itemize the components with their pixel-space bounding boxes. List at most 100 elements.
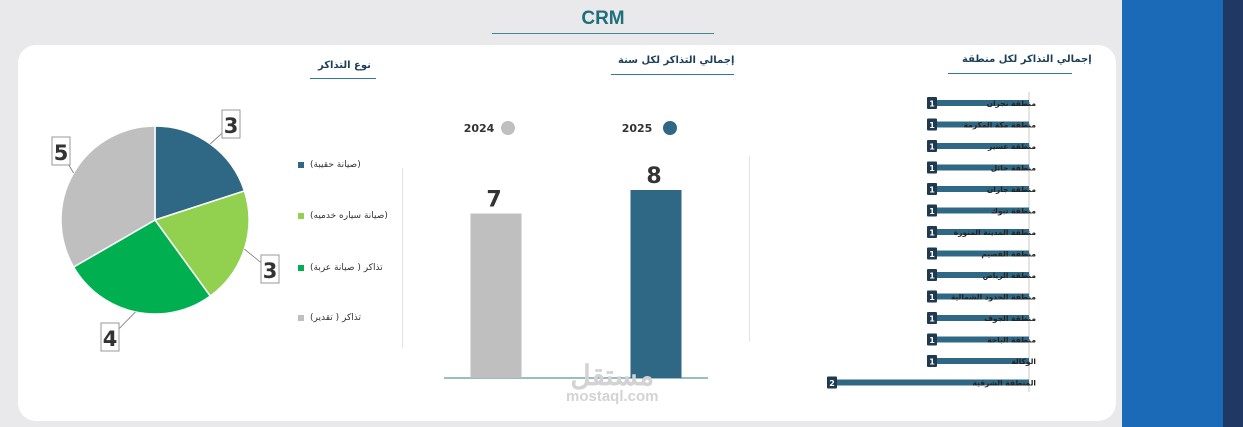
pie-data-label: 4 (103, 327, 118, 351)
divider-left (402, 168, 403, 348)
region-bar-chart: 1 منطقة نجران 1 منطقة مكة المكرمة 1 منطقة عسي… (827, 92, 1036, 392)
region-tick-label: منطقة عسير (987, 142, 1036, 151)
region-bar (929, 164, 1029, 171)
region-value-box (927, 269, 937, 281)
region-tick-label: منطقة نجران (987, 99, 1037, 108)
region-bar (929, 336, 1029, 343)
region-tick-label: المنطقة الشرقية (972, 379, 1036, 388)
pie-slice (153, 190, 250, 298)
region-tick-label: منطقة الرياض (983, 271, 1037, 280)
legend-item: تذاكر ( تقدير) (298, 313, 361, 323)
region-tick-label: منطقة الجوف (984, 314, 1036, 323)
year-bar (630, 190, 682, 378)
year-legend-label: 2024 (464, 122, 495, 135)
legend-label: تذاكر ( تقدير) (310, 313, 361, 323)
watermark-logo: مستقل mostaql.com (566, 360, 659, 406)
legend-swatch (298, 315, 304, 321)
pie-label-box (260, 254, 280, 284)
watermark-ar: مستقل (570, 360, 655, 391)
region-bar (929, 100, 1029, 106)
year-title-underline (611, 74, 734, 75)
pie-data-label: 3 (263, 259, 278, 283)
legend-swatch (298, 265, 304, 271)
pie-label-box (221, 109, 241, 139)
pie-chart-title: نوع التذاكر (318, 60, 371, 71)
legend-item: (صيانة حقيبة) (298, 160, 361, 170)
year-data-label: 8 (646, 164, 661, 189)
region-data-label: 1 (929, 293, 935, 302)
region-bar (929, 250, 1029, 257)
region-data-label: 1 (929, 121, 935, 130)
pie-title-underline (310, 78, 376, 79)
region-tick-label: منطقة الباحة (987, 336, 1036, 345)
region-value-box (927, 97, 937, 109)
legend-label: تذاكر ( صيانة عربة) (310, 263, 383, 273)
region-value-box (827, 376, 837, 389)
right-blue-panel (1122, 0, 1223, 427)
legend-swatch (298, 162, 304, 168)
watermark-en: mostaql.com (566, 388, 659, 405)
region-data-label: 1 (929, 315, 935, 324)
legend-item: (صيانة سياره خدميه) (298, 211, 388, 221)
region-tick-label: منطقة القصيم (981, 250, 1036, 259)
year-bar (470, 213, 522, 378)
region-bar (929, 272, 1029, 278)
region-chart-title: إجمالي التذاكر لكل منطقة (962, 54, 1092, 65)
region-tick-label: منطقة المدينة المنورة (954, 228, 1037, 237)
pie-data-label: 5 (54, 141, 69, 165)
region-data-label: 1 (929, 229, 935, 238)
region-data-label: 1 (929, 164, 935, 173)
region-bar (929, 293, 1029, 300)
year-bar-chart: 7 8 2024 2025 (444, 121, 708, 379)
year-legend-marker (501, 121, 515, 135)
legend-swatch (298, 213, 304, 219)
region-data-label: 1 (929, 100, 935, 109)
region-value-box (927, 312, 937, 324)
region-data-label: 1 (929, 207, 935, 216)
region-data-label: 1 (929, 250, 935, 259)
region-tick-label: منطقة مكة المكرمة (964, 121, 1037, 130)
region-value-box (927, 247, 937, 260)
region-value-box (927, 226, 937, 238)
page-title: CRM (581, 8, 625, 29)
year-chart-title: إجمالي التذاكر لكل سنة (618, 55, 735, 66)
region-bar (929, 315, 1029, 321)
region-value-box (927, 118, 937, 131)
legend-label: (صيانة حقيبة) (310, 160, 361, 170)
region-data-label: 1 (929, 336, 935, 345)
region-value-box (927, 333, 937, 346)
divider-right (749, 156, 750, 342)
pie-data-label: 3 (224, 114, 239, 138)
region-tick-label: الوكالة (1011, 357, 1036, 366)
year-legend-label: 2025 (622, 122, 653, 135)
title-underline (492, 33, 714, 34)
region-bar (929, 186, 1029, 192)
region-tick-label: منطقة جازان (987, 185, 1036, 194)
pie-slice (154, 125, 246, 222)
region-value-box (927, 183, 937, 195)
region-value-box (927, 161, 937, 174)
region-data-label: 2 (829, 379, 835, 388)
legend-item: تذاكر ( صيانة عربة) (298, 263, 383, 273)
pie-slice (60, 125, 156, 269)
region-tick-label: منطقة الحدود الشمالية (951, 293, 1036, 302)
region-value-box (927, 290, 937, 303)
year-data-label: 7 (486, 188, 501, 213)
region-bar (929, 143, 1029, 149)
legend-label: (صيانة سياره خدميه) (310, 211, 388, 221)
region-data-label: 1 (929, 358, 935, 367)
pie-label-box (51, 136, 71, 166)
right-navy-strip (1223, 0, 1243, 427)
year-legend-marker (663, 121, 677, 135)
region-value-box (927, 204, 937, 217)
pie-label-box (100, 322, 120, 352)
region-tick-label: منطقة تبوك (991, 207, 1036, 216)
region-tick-label: منطقة حائل (991, 164, 1037, 173)
region-data-label: 1 (929, 143, 935, 152)
region-data-label: 1 (929, 186, 935, 195)
region-data-label: 1 (929, 272, 935, 281)
region-value-box (927, 355, 937, 367)
pie-chart: 3 3 4 5 (51, 109, 280, 352)
region-title-underline (948, 73, 1072, 74)
